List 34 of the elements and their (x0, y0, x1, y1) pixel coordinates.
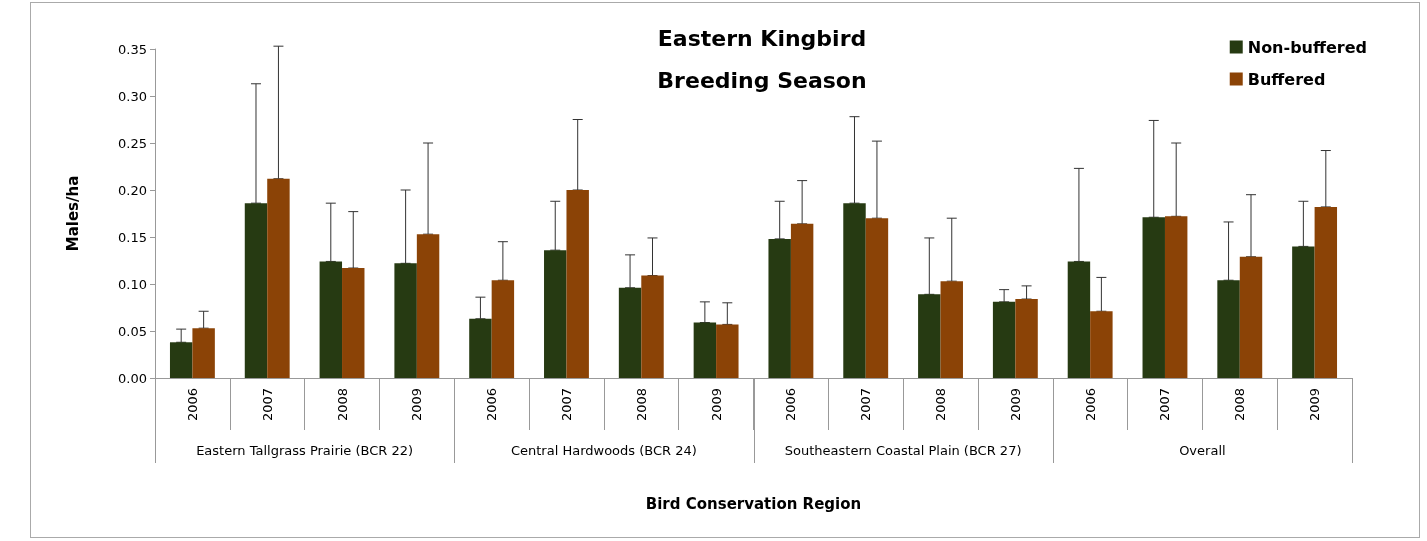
x-axis-title: Bird Conservation Region (645, 494, 862, 513)
text: Central Hardwoods (BCR 24) (510, 443, 697, 458)
x-tick-label: 2007 (558, 388, 574, 422)
text: Southeastern Coastal Plain (BCR 27) (784, 443, 1022, 458)
x-tick-label: 2009 (708, 388, 724, 422)
text: Eastern Tallgrass Prairie (BCR 22) (196, 443, 414, 458)
text: Breeding Season (657, 67, 867, 93)
x-tick-label: 2007 (1157, 388, 1173, 422)
x-tick-label: 2009 (409, 388, 425, 422)
legend-label: Non-buffered (1247, 37, 1367, 57)
x-tick-label: 2008 (1232, 388, 1248, 422)
y-tick-label: 0.35 (118, 41, 147, 57)
x-tick-label: 2006 (484, 388, 500, 422)
y-tick-label: 0.15 (118, 229, 147, 245)
chart-title: Eastern Kingbird (657, 25, 867, 51)
legend-label: Buffered (1247, 69, 1326, 89)
y-tick-label: 0.10 (118, 276, 147, 292)
y-tick-label: 0.05 (118, 323, 147, 339)
x-tick-label: 2006 (184, 388, 200, 422)
text: Overall (1179, 443, 1226, 458)
y-tick-label: 0.00 (118, 370, 147, 386)
x-tick-label: 2008 (933, 388, 949, 422)
y-axis-title: Males/ha (63, 175, 82, 252)
x-tick-label: 2009 (1307, 388, 1323, 422)
y-tick-label: 0.25 (118, 135, 147, 151)
y-tick-label: 0.20 (118, 182, 147, 198)
x-tick-label: 2007 (259, 388, 275, 422)
x-tick-label: 2008 (633, 388, 649, 422)
x-tick-label: 2009 (1007, 388, 1023, 422)
x-tick-label: 2008 (334, 388, 350, 422)
x-tick-label: 2006 (783, 388, 799, 422)
x-tick-label: 2006 (1082, 388, 1098, 422)
x-tick-label: 2007 (858, 388, 874, 422)
y-tick-label: 0.30 (118, 88, 147, 104)
